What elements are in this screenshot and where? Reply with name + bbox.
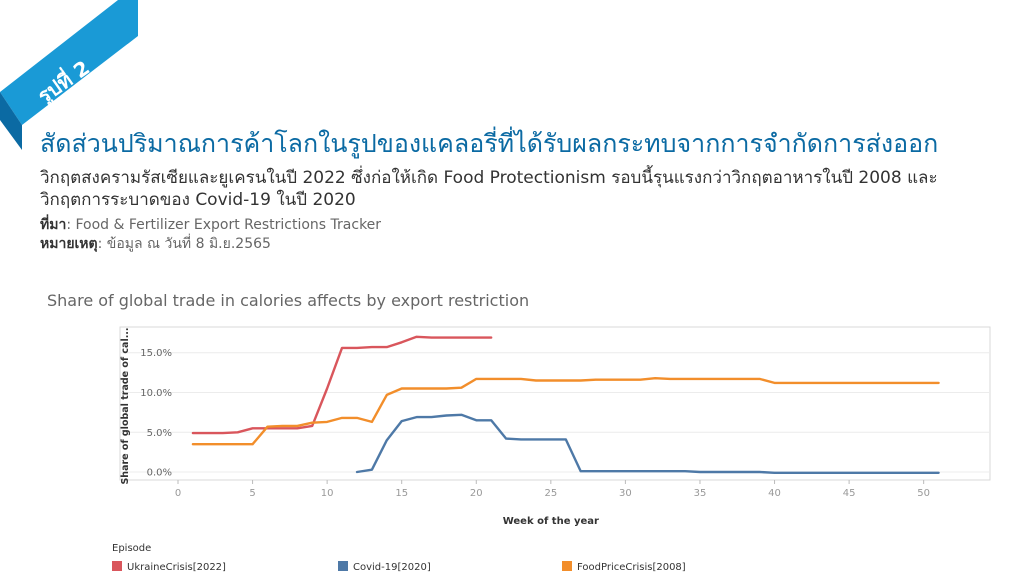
- series-line: [191, 377, 940, 446]
- x-tick-label: 35: [694, 488, 707, 499]
- legend-item-foodprice: FoodPriceCrisis[2008]: [562, 561, 686, 573]
- plot-frame: [119, 326, 991, 481]
- legend-swatch: [112, 561, 122, 571]
- subtitle-line-2: วิกฤตการระบาดของ Covid-19 ในปี 2020: [40, 190, 356, 210]
- legend-label: Covid-19[2020]: [353, 562, 431, 573]
- x-axis-label: Week of the year: [503, 516, 599, 527]
- x-tick-label: 5: [249, 488, 255, 499]
- x-tick-label: 10: [321, 488, 334, 499]
- x-tick-label: 25: [544, 488, 557, 499]
- legend-label: UkraineCrisis[2022]: [127, 562, 226, 573]
- line-chart: 0.0% 5.0% 10.0% 15.0% 0 5 10 15 20 25 30 35 40 45 50 We…: [119, 326, 991, 527]
- y-axis-label: Share of global trade of cal...: [120, 327, 131, 484]
- figure-badge: รูปที่ 2: [0, 0, 138, 150]
- legend-swatch: [338, 561, 348, 571]
- x-tick-label: 15: [395, 488, 408, 499]
- subtitle-line-1: วิกฤตสงครามรัสเซียและยูเครนในปี 2022 ซึ่…: [40, 168, 938, 188]
- source-note: ที่มา: Food & Fertilizer Export Restrict…: [40, 214, 381, 236]
- legend-item-covid: Covid-19[2020]: [338, 561, 431, 573]
- remark-note: หมายเหตุ: ข้อมูล ณ วันที่ 8 มิ.ย.2565: [40, 233, 271, 255]
- source-label: ที่มา: [40, 217, 67, 233]
- series-line: [355, 413, 940, 475]
- legend-title: Episode: [112, 543, 152, 554]
- legend-item-ukraine: UkraineCrisis[2022]: [112, 561, 226, 573]
- series-line: [191, 335, 493, 435]
- x-tick-label: 0: [175, 488, 181, 499]
- remark-label: หมายเหตุ: [40, 236, 98, 252]
- y-tick-label: 10.0%: [140, 388, 172, 399]
- y-tick-label: 0.0%: [147, 468, 172, 479]
- y-tick-label: 15.0%: [140, 348, 172, 359]
- page-title: สัดส่วนปริมาณการค้าโลกในรูปของแคลอรี่ที่…: [40, 129, 939, 158]
- source-text: : Food & Fertilizer Export Restrictions …: [66, 217, 382, 233]
- legend-swatch: [562, 561, 572, 571]
- x-tick-label: 30: [619, 488, 632, 499]
- x-tick-label: 40: [768, 488, 781, 499]
- x-tick-label: 50: [917, 488, 930, 499]
- y-tick-label: 5.0%: [147, 428, 172, 439]
- chart-title: Share of global trade in calories affect…: [47, 291, 530, 310]
- legend-label: FoodPriceCrisis[2008]: [577, 562, 686, 573]
- x-tick-label: 45: [843, 488, 856, 499]
- x-tick-label: 20: [470, 488, 483, 499]
- remark-text: : ข้อมูล ณ วันที่ 8 มิ.ย.2565: [97, 236, 271, 252]
